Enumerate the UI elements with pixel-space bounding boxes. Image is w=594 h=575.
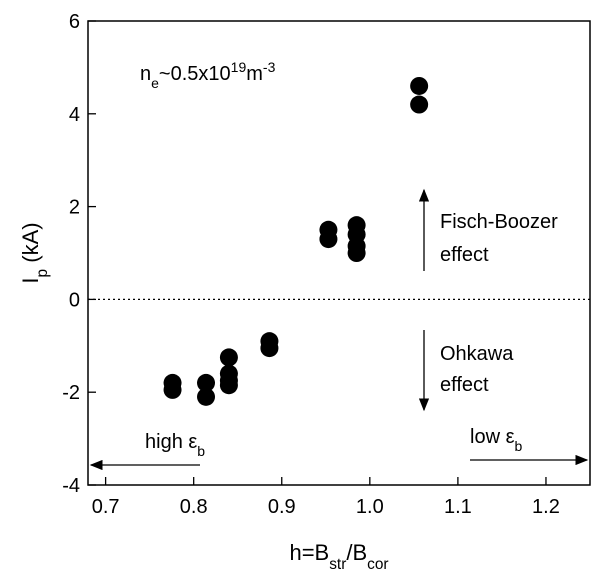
x-tick-label: 1.1 (444, 496, 472, 518)
annotation-part: m (246, 63, 263, 85)
annotation-part: b (514, 438, 522, 454)
annotation-part: effect (440, 374, 489, 396)
annotation: effect (440, 374, 489, 396)
data-point (347, 244, 366, 262)
x-axis-label-part: str (329, 556, 346, 573)
y-tick-label: 4 (69, 104, 80, 126)
data-point (410, 95, 429, 114)
y-axis-label-part: I (18, 277, 43, 283)
annotation-part: low ε (470, 426, 515, 448)
x-tick-label: 1.0 (356, 496, 384, 518)
y-axis-label-part: (kA) (18, 222, 43, 268)
annotation-part: effect (440, 244, 489, 266)
annotation-part: high ε (145, 431, 197, 453)
data-point (197, 387, 216, 406)
x-tick-label: 0.9 (268, 496, 296, 518)
annotation-part: n (140, 63, 151, 85)
annotation: Fisch-Boozer (440, 211, 558, 233)
x-axis-label: h=Bstr/Bcor (289, 540, 388, 573)
y-axis-label: Ip (kA) (18, 222, 51, 283)
annotation-part: 19 (231, 59, 247, 75)
y-axis-label-part: p (34, 269, 51, 278)
annotation: high εb (145, 431, 205, 459)
data-point (197, 373, 216, 392)
x-tick-label: 0.7 (92, 496, 120, 518)
plot-frame (87, 20, 591, 486)
data-point (219, 376, 238, 395)
annotation: effect (440, 244, 489, 266)
y-tick-label: -4 (62, 475, 80, 497)
annotation-part: Fisch-Boozer (440, 211, 558, 233)
x-tick-label: 1.2 (532, 496, 560, 518)
annotation-part: b (197, 443, 205, 459)
annotation: ne~0.5x1019m-3 (140, 59, 276, 91)
x-axis-label-part: /B (346, 540, 367, 565)
annotation: Ohkawa (440, 343, 514, 365)
x-tick-label: 0.8 (180, 496, 208, 518)
data-point (260, 339, 279, 358)
y-tick-label: 6 (69, 11, 80, 33)
data-point (219, 348, 238, 367)
y-tick-label: -2 (62, 382, 80, 404)
annotation: low εb (470, 426, 522, 454)
annotation-part: ~0.5x10 (159, 63, 231, 85)
data-point (163, 380, 182, 399)
data-point (319, 230, 338, 249)
x-axis-label-part: cor (367, 556, 388, 573)
annotation-part: Ohkawa (440, 343, 514, 365)
x-axis-label-part: h=B (289, 540, 329, 565)
y-tick-label: 2 (69, 197, 80, 219)
annotation-part: -3 (263, 59, 276, 75)
data-point (410, 76, 429, 95)
annotation-part: e (151, 75, 159, 91)
y-tick-label: 0 (69, 289, 80, 311)
